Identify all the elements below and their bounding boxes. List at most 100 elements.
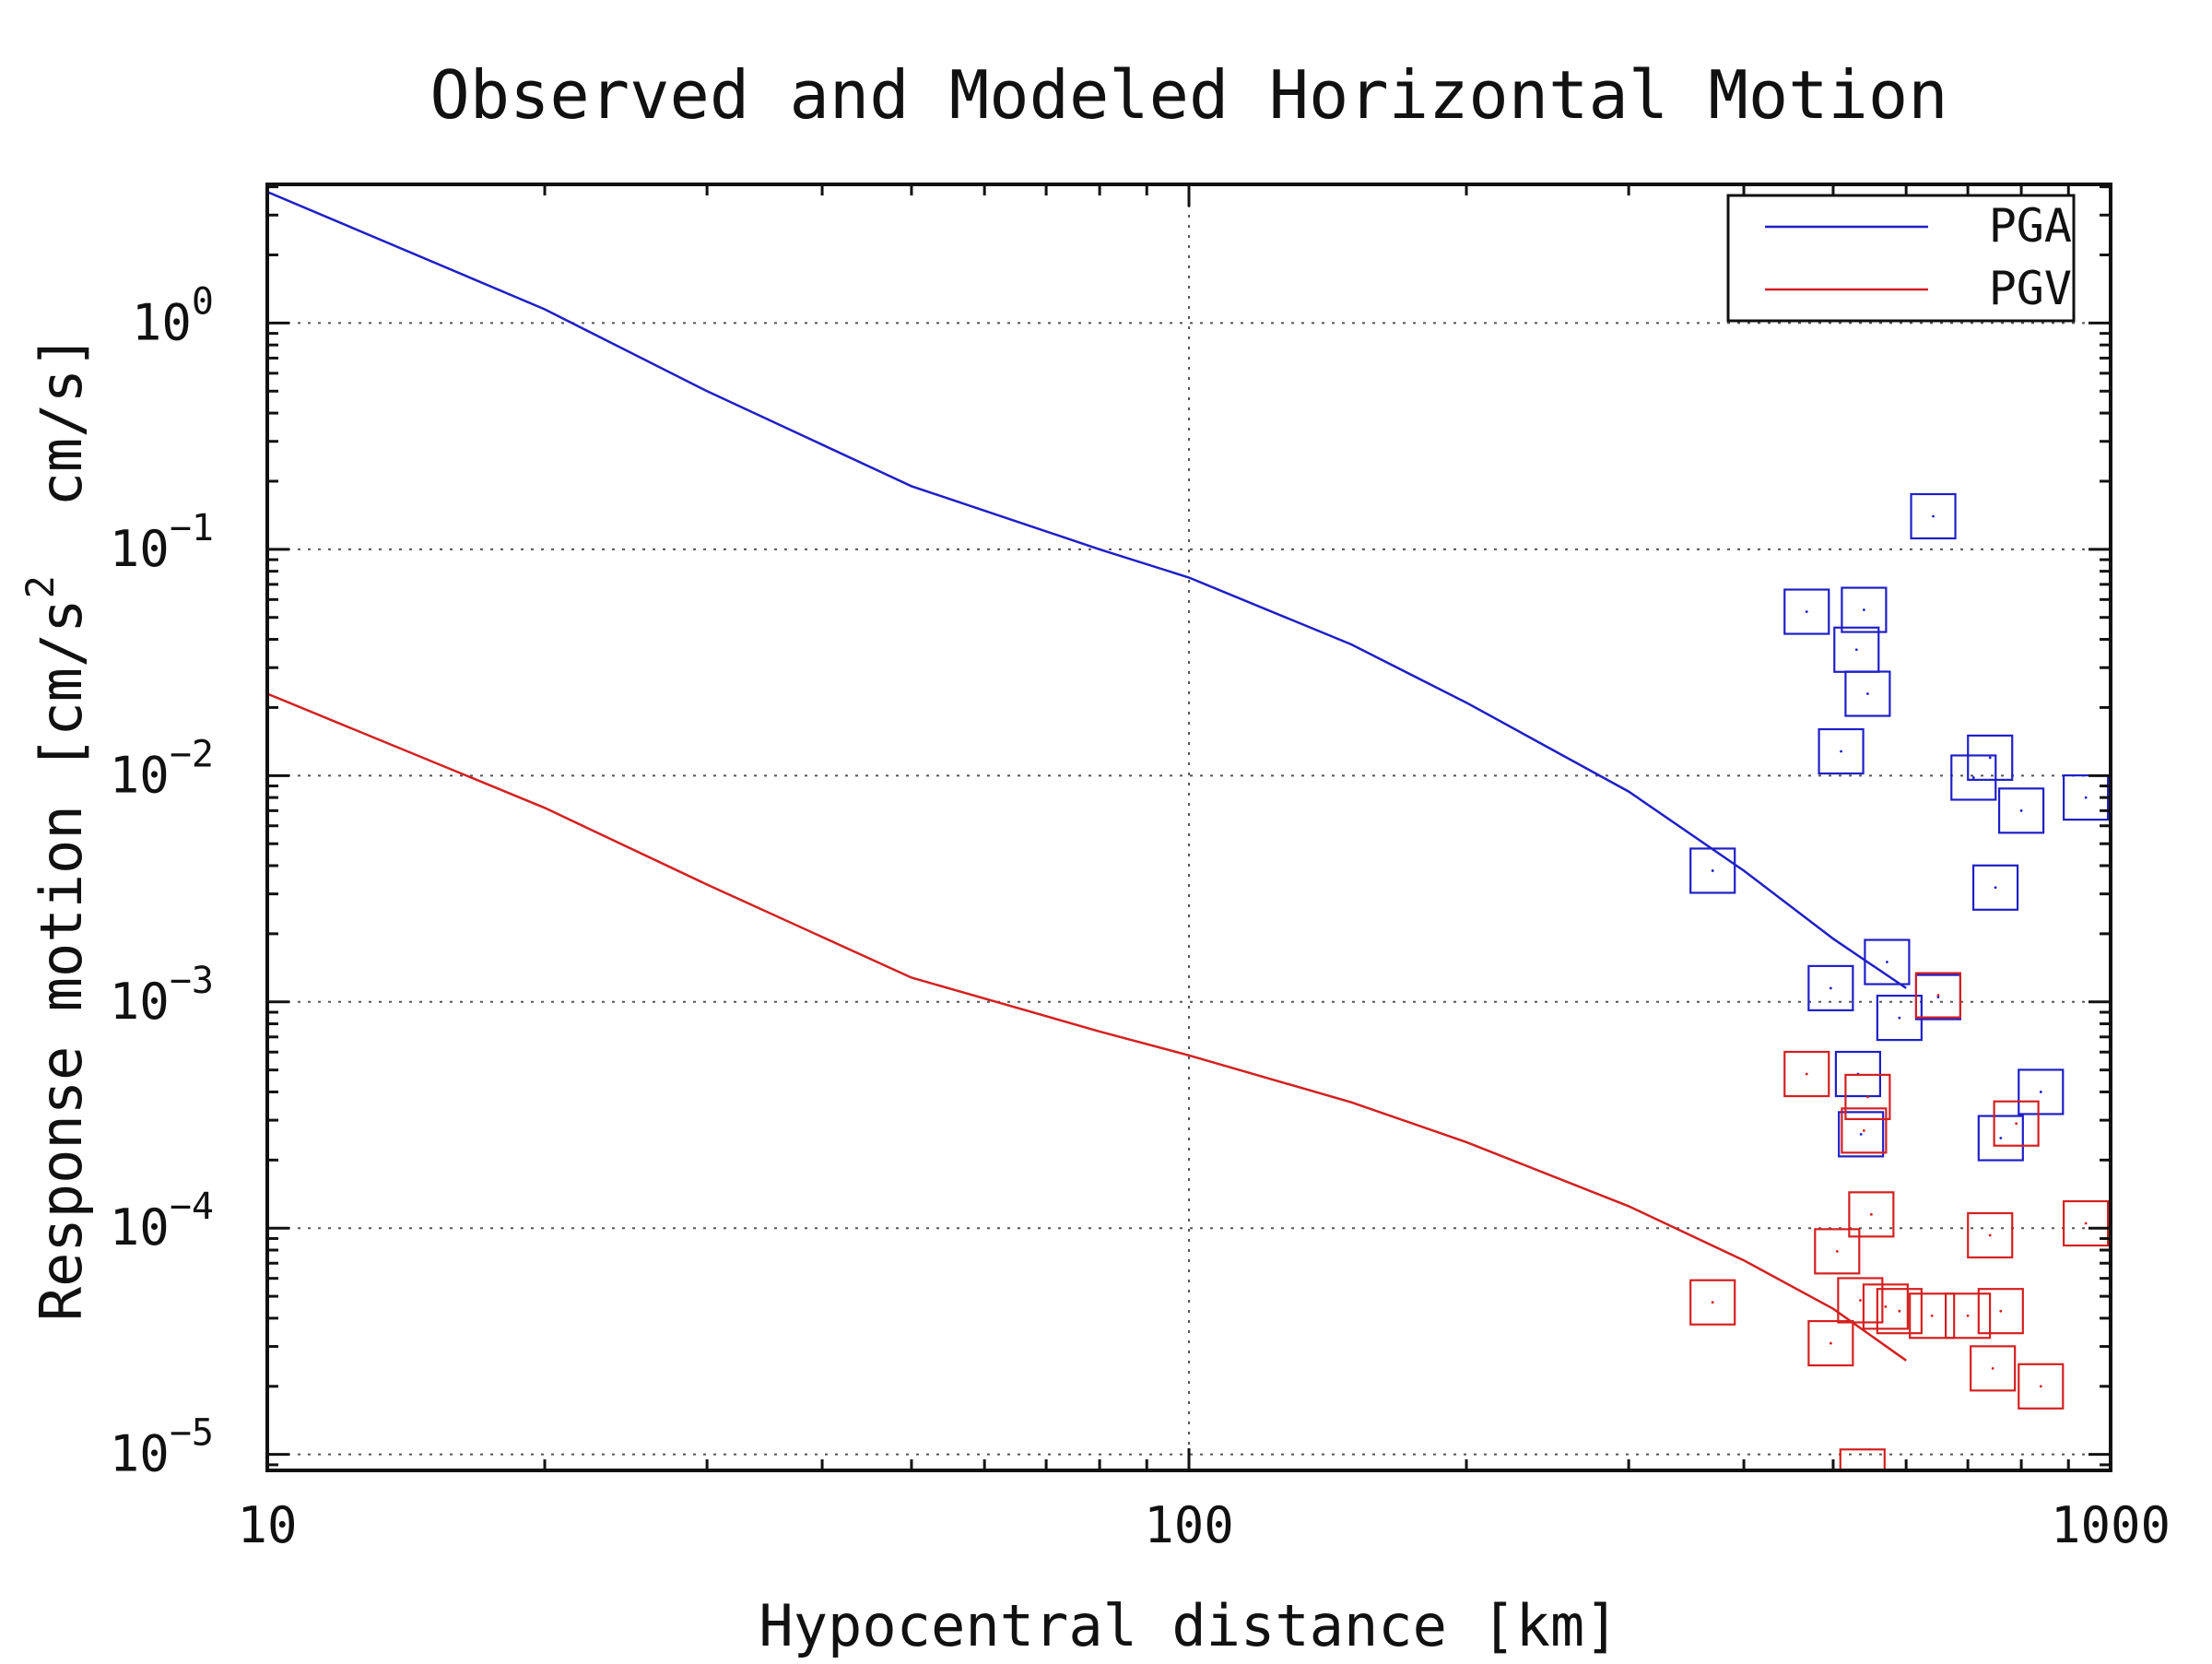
y-tick-label: 100: [132, 280, 214, 351]
observed-marker-blue: [1967, 734, 2014, 781]
y-tick-label: 10−2: [110, 733, 214, 804]
observed-marker-dot-blue: [1862, 608, 1865, 611]
observed-marker-dot-red: [1862, 1128, 1865, 1132]
observed-marker-dot-red: [1991, 1366, 1994, 1370]
observed-marker-dot-red: [1869, 1212, 1873, 1216]
observed-marker-red: [1689, 1279, 1736, 1326]
observed-marker-blue: [1838, 1111, 1885, 1158]
observed-marker-blue: [1997, 787, 2045, 834]
y-axis-label-main: Response motion [cm/s: [28, 598, 95, 1321]
observed-marker-red: [1841, 1107, 1888, 1154]
observed-marker-dot-blue: [2084, 796, 2088, 799]
observed-marker-dot-red: [1829, 1341, 1832, 1345]
observed-marker-dot-red: [2015, 1122, 2018, 1126]
observed-marker-dot-blue: [1805, 610, 1808, 613]
legend-label-pga: PGA: [1989, 199, 2072, 253]
observed-marker-red: [1970, 1345, 2017, 1392]
observed-marker-blue: [1689, 847, 1736, 894]
observed-marker-red: [1862, 1283, 1909, 1330]
observed-marker-blue: [1783, 588, 1830, 635]
observed-marker-dot-blue: [1865, 692, 1869, 695]
observed-marker-red: [2063, 1199, 2110, 1247]
x-axis-label: Hypocentral distance [km]: [759, 1592, 1618, 1659]
observed-marker-red: [1848, 1191, 1895, 1238]
grid: [267, 184, 2111, 1470]
observed-marker-blue: [1807, 964, 1854, 1011]
observed-marker-dot-red: [1805, 1072, 1808, 1076]
observed-marker-dot-blue: [1840, 749, 1842, 753]
observed-marker-red: [1783, 1050, 1830, 1098]
observed-marker-blue: [1910, 492, 1957, 540]
legend-label-pgv: PGV: [1989, 262, 2072, 315]
observed-marker-blue: [1841, 586, 1888, 633]
observed-marker-blue: [1844, 670, 1891, 717]
x-tick-label: 100: [1144, 1496, 1234, 1554]
observed-marker-dot-blue: [1859, 1132, 1863, 1136]
y-axis-label-suffix: cm/s]: [28, 335, 95, 575]
observed-marker-dot-red: [1898, 1309, 1901, 1313]
observed-marker-dot-red: [1711, 1301, 1714, 1304]
observed-marker-dot-blue: [1936, 996, 1940, 998]
x-tick-label: 1000: [2051, 1496, 2171, 1554]
y-tick-label: 10−3: [110, 960, 214, 1031]
observed-marker-blue: [1971, 864, 2019, 911]
observed-marker-dot-blue: [1988, 756, 1992, 760]
legend: PGA PGV: [1726, 194, 2076, 323]
y-axis-label-sup: 2: [18, 575, 63, 598]
observed-marker-red: [1837, 1277, 1884, 1324]
observed-marker-red: [1909, 1292, 1956, 1339]
observed-marker-dot-red: [1865, 1095, 1869, 1099]
observed-marker-red: [1914, 972, 1962, 1019]
observed-marker-dot-blue: [1829, 986, 1832, 990]
observed-marker-blue: [1950, 754, 1997, 801]
observed-marker-dot-blue: [1932, 514, 1935, 518]
observed-marker-blue: [1818, 727, 1865, 775]
observed-marker-dot-red: [1999, 1309, 2003, 1313]
y-tick-label: 10−5: [110, 1412, 214, 1483]
observed-marker-red: [1944, 1292, 1992, 1339]
observed-marker-dot-blue: [1898, 1016, 1901, 1020]
observed-marker-blue: [1864, 938, 1911, 985]
observed-marker-dot-red: [1936, 994, 1940, 997]
series-line-pgv: [267, 692, 1907, 1362]
observed-marker-red: [2018, 1363, 2065, 1410]
y-axis-label: Response motion [cm/s2 cm/s]: [18, 335, 95, 1321]
chart-title: Observed and Modeled Horizontal Motion: [429, 56, 1947, 134]
observed-marker-dot-blue: [1971, 776, 1975, 779]
observed-marker-dot-red: [1966, 1314, 1970, 1317]
observed-marker-red: [1844, 1073, 1891, 1121]
observed-marker-red: [1977, 1288, 2024, 1335]
observed-marker-dot-red: [1930, 1314, 1934, 1317]
observed-marker-dot-blue: [1711, 869, 1714, 872]
observed-marker-blue: [2018, 1068, 2065, 1115]
observed-marker-blue: [1977, 1115, 2024, 1162]
observed-marker-red: [1967, 1211, 2014, 1259]
observed-marker-dot-red: [1858, 1299, 1862, 1302]
observed-marker-red: [1993, 1100, 2040, 1147]
plot-area: [267, 190, 1907, 1362]
observed-marker-dot-red: [1835, 1249, 1839, 1253]
observed-marker-dot-red: [2039, 1385, 2042, 1388]
observed-marker-dot-blue: [1854, 648, 1858, 652]
marker-layer: [1689, 492, 2110, 1470]
observed-marker-dot-blue: [2019, 808, 2023, 812]
observed-marker-dot-red: [2084, 1221, 2088, 1225]
observed-marker-red: [1814, 1228, 1861, 1275]
series-line-pga: [267, 190, 1907, 989]
observed-marker-dot-blue: [1999, 1137, 2003, 1139]
observed-marker-dot-blue: [1885, 961, 1888, 963]
observed-marker-dot-red: [1884, 1304, 1888, 1308]
axis-ticks: 10 100 1000 100 10−1 10−2 10−3 10−4 10−5: [110, 184, 2171, 1554]
observed-marker-dot-blue: [1994, 886, 1997, 890]
observed-marker-red: [1807, 1319, 1854, 1367]
observed-marker-red: [1839, 1448, 1886, 1470]
observed-marker-red: [1876, 1288, 1923, 1335]
observed-marker-dot-red: [1988, 1233, 1992, 1237]
legend-box: [1726, 194, 2076, 323]
y-tick-label: 10−4: [110, 1186, 214, 1257]
x-tick-label: 10: [237, 1496, 297, 1554]
y-tick-label: 10−1: [110, 507, 214, 578]
observed-marker-dot-blue: [2039, 1091, 2042, 1093]
